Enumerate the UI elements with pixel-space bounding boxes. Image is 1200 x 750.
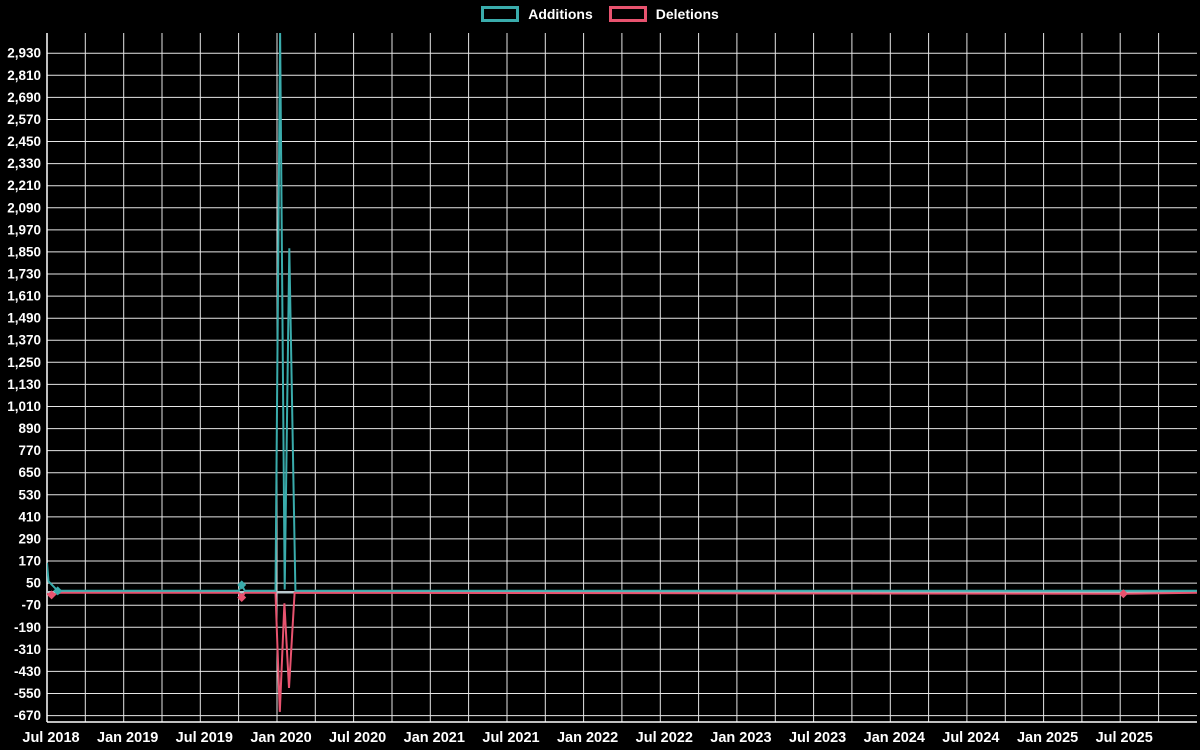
chart-legend: Additions Deletions bbox=[0, 6, 1200, 22]
y-tick-label: 770 bbox=[18, 443, 41, 458]
y-tick-label: -550 bbox=[14, 686, 41, 701]
y-tick-label: 2,570 bbox=[7, 112, 41, 127]
y-tick-label: 2,810 bbox=[7, 68, 41, 83]
y-tick-label: 2,690 bbox=[7, 90, 41, 105]
x-tick-label: Jan 2023 bbox=[710, 730, 771, 746]
deletions-line bbox=[47, 591, 1197, 712]
x-tick-label: Jan 2019 bbox=[97, 730, 158, 746]
x-tick-label: Jul 2020 bbox=[329, 730, 386, 746]
y-tick-label: 1,250 bbox=[7, 355, 41, 370]
y-tick-label: -310 bbox=[14, 642, 41, 657]
additions-swatch-icon bbox=[481, 6, 520, 22]
x-tick-label: Jan 2024 bbox=[864, 730, 925, 746]
y-tick-label: -430 bbox=[14, 664, 41, 679]
y-tick-label: 2,090 bbox=[7, 200, 41, 215]
y-tick-label: 2,930 bbox=[7, 46, 41, 61]
y-tick-label: 50 bbox=[26, 576, 41, 591]
additions-marker-icon bbox=[237, 580, 247, 590]
y-tick-label: 2,210 bbox=[7, 178, 41, 193]
legend-item-additions[interactable]: Additions bbox=[481, 6, 593, 22]
x-tick-label: Jul 2025 bbox=[1096, 730, 1153, 746]
y-tick-label: -190 bbox=[14, 620, 41, 635]
deletions-marker-icon bbox=[47, 590, 57, 600]
x-tick-label: Jul 2024 bbox=[942, 730, 999, 746]
y-tick-label: 290 bbox=[18, 531, 41, 546]
y-tick-label: 650 bbox=[18, 465, 41, 480]
x-tick-label: Jan 2025 bbox=[1017, 730, 1078, 746]
additions-marker-icon bbox=[53, 586, 63, 596]
deletions-marker-icon bbox=[1118, 589, 1128, 599]
deletions-swatch-icon bbox=[608, 6, 647, 22]
y-tick-label: 1,010 bbox=[7, 399, 41, 414]
y-tick-label: 1,490 bbox=[7, 311, 41, 326]
x-tick-label: Jan 2022 bbox=[557, 730, 618, 746]
y-tick-label: 1,850 bbox=[7, 244, 41, 259]
x-tick-label: Jul 2019 bbox=[176, 730, 233, 746]
y-tick-label: 1,970 bbox=[7, 222, 41, 237]
y-tick-label: 1,730 bbox=[7, 267, 41, 282]
y-tick-label: 2,450 bbox=[7, 134, 41, 149]
x-tick-label: Jul 2022 bbox=[636, 730, 693, 746]
x-tick-label: Jan 2021 bbox=[404, 730, 465, 746]
y-tick-label: 1,130 bbox=[7, 377, 41, 392]
y-tick-label: -670 bbox=[14, 708, 41, 723]
deletions-marker-icon bbox=[237, 592, 247, 602]
y-tick-label: 2,330 bbox=[7, 156, 41, 171]
legend-label-deletions: Deletions bbox=[655, 6, 719, 22]
legend-item-deletions[interactable]: Deletions bbox=[608, 6, 719, 22]
y-tick-label: 410 bbox=[18, 509, 41, 524]
x-tick-label: Jul 2023 bbox=[789, 730, 846, 746]
x-tick-label: Jul 2021 bbox=[482, 730, 539, 746]
y-tick-label: 1,370 bbox=[7, 333, 41, 348]
x-tick-label: Jul 2018 bbox=[22, 730, 79, 746]
legend-label-additions: Additions bbox=[528, 6, 593, 22]
y-tick-label: -70 bbox=[21, 598, 41, 613]
x-tick-label: Jan 2020 bbox=[250, 730, 311, 746]
y-tick-label: 170 bbox=[18, 554, 41, 569]
y-tick-label: 1,610 bbox=[7, 289, 41, 304]
y-tick-label: 530 bbox=[18, 487, 41, 502]
y-tick-label: 890 bbox=[18, 421, 41, 436]
